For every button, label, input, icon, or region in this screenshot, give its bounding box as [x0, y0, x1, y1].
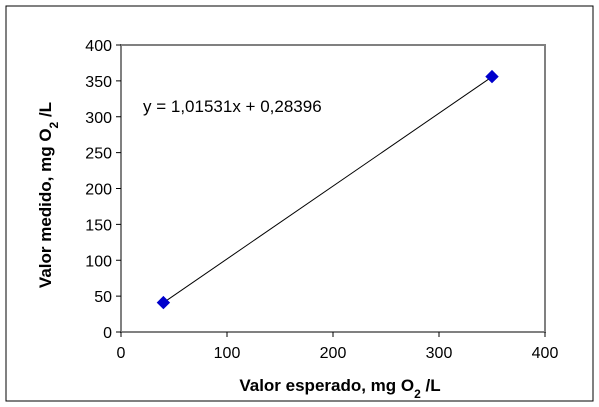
data-point [156, 295, 171, 310]
y-tick-label: 150 [85, 217, 112, 234]
data-points [156, 69, 499, 310]
x-axis-title-main: Valor esperado, mg O [239, 376, 414, 395]
y-tick-label: 350 [85, 74, 112, 91]
x-axis-title-tail: /L [421, 376, 441, 395]
y-tick-label: 250 [85, 146, 112, 163]
trendline-group [163, 76, 493, 304]
y-axis: 0 50 100 150 200 250 300 350 400 [85, 38, 121, 342]
x-tick-label: 400 [532, 345, 559, 362]
trendline-equation: y = 1,01531x + 0,28396 [143, 97, 322, 116]
y-tick-label: 300 [85, 110, 112, 127]
x-axis: 0 100 200 300 400 [117, 332, 559, 362]
plot-area [120, 44, 546, 333]
y-tick-label: 200 [85, 182, 112, 199]
x-tick-label: 300 [426, 345, 453, 362]
x-tick-label: 0 [117, 345, 126, 362]
y-tick-label: 50 [94, 289, 112, 306]
trendline [163, 76, 493, 304]
y-tick-label: 0 [103, 325, 112, 342]
x-tick-label: 100 [214, 345, 241, 362]
x-tick-label: 200 [320, 345, 347, 362]
x-axis-title-subscript: 2 [414, 387, 421, 401]
y-tick-label: 100 [85, 253, 112, 270]
data-point [485, 69, 499, 84]
y-axis-title: Valor medido, mg O2 /L [36, 102, 61, 288]
y-tick-label: 400 [85, 38, 112, 55]
x-axis-title: Valor esperado, mg O2 /L [239, 376, 440, 401]
y-axis-title-main: Valor medido, mg O [36, 128, 55, 288]
y-axis-title-subscript: 2 [47, 121, 61, 128]
y-axis-title-tail: /L [36, 102, 55, 122]
